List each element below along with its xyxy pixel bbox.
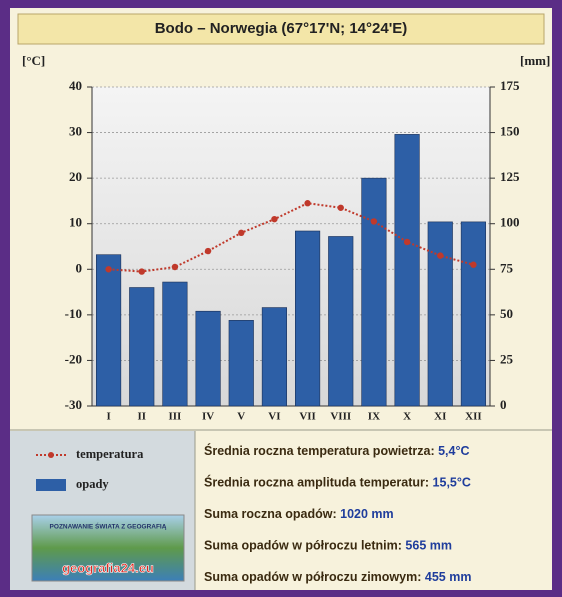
summary-value: 15,5°C (433, 476, 471, 490)
summary-label: Suma opadów w półroczu zimowym: (204, 570, 421, 584)
temperature-point (304, 200, 311, 207)
temperature-point (238, 229, 245, 237)
temperature-point (337, 204, 344, 211)
y2-tick-label: 0 (500, 397, 507, 412)
temperature-point (370, 218, 378, 225)
x-tick-label: I (106, 411, 110, 423)
y-tick-label: -20 (65, 351, 82, 366)
summary-value: 565 mm (405, 539, 452, 553)
bar (460, 221, 486, 407)
x-tick-label: VIII (330, 411, 351, 423)
temperature-point (403, 238, 411, 246)
y2-tick-label: 175 (500, 78, 520, 93)
plot-area (92, 87, 490, 406)
x-tick-label: III (168, 411, 181, 423)
temperature-point (105, 266, 112, 273)
summary-row: Suma opadów w półroczu zimowym: 455 mm (204, 570, 471, 584)
y-tick-label: 20 (69, 169, 82, 184)
x-tick-label: X (403, 411, 411, 423)
chart-title: Bodo – Norwegia (67°17'N; 14°24'E) (155, 20, 408, 37)
summary-label: Suma opadów w półroczu letnim: (204, 539, 402, 553)
y-axis-label: [°C] (22, 53, 45, 68)
y2-tick-label: 150 (500, 124, 520, 139)
summary-value: 5,4°C (438, 444, 469, 458)
logo-caption: POZNAWANIE ŚWIATA Z GEOGRAFIĄ (50, 522, 167, 531)
bar (195, 310, 221, 407)
x-tick-label: IV (202, 411, 214, 423)
summary-value: 455 mm (425, 570, 472, 584)
bar (129, 287, 155, 407)
bar (394, 134, 420, 407)
summary-value: 1020 mm (340, 507, 394, 521)
y2-tick-label: 100 (500, 215, 520, 230)
x-tick-label: VI (268, 411, 280, 423)
legend-swatch (48, 452, 54, 458)
y-tick-label: -30 (65, 397, 82, 412)
x-tick-label: XII (465, 411, 482, 423)
legend-label: opady (76, 477, 109, 491)
temperature-point (271, 215, 278, 223)
x-tick-label: V (237, 411, 245, 423)
y2-tick-label: 75 (500, 260, 514, 275)
x-tick-label: II (137, 411, 146, 423)
y-tick-label: 40 (69, 78, 82, 93)
logo-site: geografia24.eu (62, 560, 154, 575)
temperature-point (437, 252, 444, 259)
y-tick-label: -10 (65, 306, 82, 321)
bar (328, 236, 354, 407)
summary-row: Średnia roczna amplituda temperatur: 15,… (204, 475, 471, 490)
y2-tick-label: 50 (500, 306, 513, 321)
y2-tick-label: 125 (500, 169, 520, 184)
logo (31, 514, 185, 582)
bar (261, 307, 287, 407)
summary-row: Średnia roczna temperatura powietrza: 5,… (204, 443, 470, 458)
y-tick-label: 30 (69, 124, 82, 139)
title-box (17, 13, 545, 45)
temperature-point (138, 268, 145, 275)
bar (427, 221, 453, 407)
legend-swatch (36, 479, 66, 491)
y2-tick-label: 25 (500, 351, 514, 366)
bar (96, 254, 122, 407)
x-tick-label: VII (299, 411, 316, 423)
summary-row: Suma roczna opadów: 1020 mm (204, 507, 394, 521)
legend-label: temperatura (76, 447, 144, 461)
temperature-point (204, 247, 212, 255)
temperature-point (470, 261, 477, 268)
summary-label: Średnia roczna amplituda temperatur: (204, 475, 429, 490)
bar (162, 281, 188, 407)
y2-axis-label: [mm] (520, 53, 550, 68)
x-tick-label: IX (368, 411, 380, 423)
bar (228, 320, 254, 407)
x-tick-label: XI (434, 411, 446, 423)
bar (361, 177, 387, 407)
y-tick-label: 10 (69, 215, 82, 230)
temperature-line (108, 202, 474, 273)
temperature-point (171, 263, 179, 271)
summary-label: Suma roczna opadów: (204, 507, 337, 521)
summary-row: Suma opadów w półroczu letnim: 565 mm (204, 539, 452, 553)
y-tick-label: 0 (76, 260, 83, 275)
bar (295, 230, 321, 407)
summary-label: Średnia roczna temperatura powietrza: (204, 443, 435, 458)
